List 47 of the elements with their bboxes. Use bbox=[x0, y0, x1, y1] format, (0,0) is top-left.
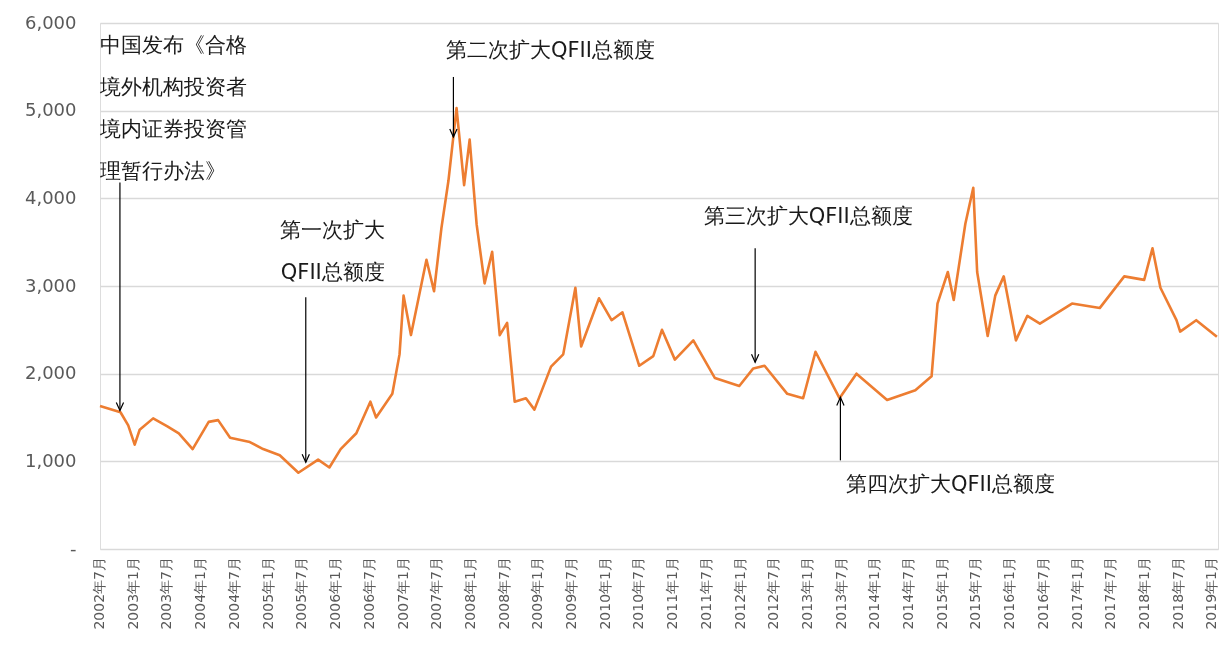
x-tick-label: 2009年7月 bbox=[562, 557, 579, 630]
x-tick-label: 2007年1月 bbox=[394, 557, 411, 630]
x-tick-label: 2015年7月 bbox=[967, 557, 984, 630]
x-tick-label: 2008年1月 bbox=[461, 557, 478, 630]
x-tick-label: 2018年7月 bbox=[1169, 557, 1186, 630]
annotation: 第三次扩大QFII总额度 bbox=[703, 204, 913, 229]
x-tick-label: 2005年7月 bbox=[293, 557, 310, 630]
x-tick-label: 2007年7月 bbox=[427, 557, 444, 630]
y-tick-label: 2,000 bbox=[24, 362, 77, 384]
x-tick-label: 2019年1月 bbox=[1203, 557, 1220, 630]
x-tick-label: 2009年1月 bbox=[529, 557, 546, 630]
x-tick-label: 2014年7月 bbox=[899, 557, 916, 630]
y-tick-label: 3,000 bbox=[24, 274, 77, 296]
y-tick-label: - bbox=[70, 537, 77, 559]
y-tick-label: 6,000 bbox=[24, 11, 77, 33]
x-tick-label: 2010年1月 bbox=[596, 557, 613, 630]
x-tick-label: 2017年7月 bbox=[1102, 557, 1119, 630]
x-tick-label: 2005年1月 bbox=[259, 557, 276, 630]
annotation: 中国发布《合格境外机构投资者境内证券投资管理暂行办法》 bbox=[98, 33, 247, 184]
x-tick-label: 2014年1月 bbox=[866, 557, 883, 630]
x-tick-label: 2013年1月 bbox=[799, 557, 816, 630]
x-tick-label: 2006年1月 bbox=[327, 557, 344, 630]
x-tick-label: 2004年1月 bbox=[192, 557, 209, 630]
y-tick-label: 1,000 bbox=[24, 449, 77, 471]
y-tick-label: 5,000 bbox=[24, 99, 77, 121]
x-tick-label: 2004年7月 bbox=[225, 557, 242, 630]
x-tick-label: 2003年1月 bbox=[124, 557, 141, 630]
x-tick-label: 2008年7月 bbox=[495, 557, 512, 630]
x-tick-label: 2003年7月 bbox=[158, 557, 175, 630]
x-tick-label: 2012年7月 bbox=[765, 557, 782, 630]
x-tick-label: 2012年1月 bbox=[731, 557, 748, 630]
x-tick-label: 2011年1月 bbox=[664, 557, 681, 630]
x-tick-label: 2010年7月 bbox=[630, 557, 647, 630]
x-tick-label: 2002年7月 bbox=[91, 557, 107, 630]
x-tick-label: 2013年7月 bbox=[832, 557, 849, 630]
line-series bbox=[98, 106, 1219, 475]
annotation: 第二次扩大QFII总额度 bbox=[445, 37, 655, 62]
x-tick-label: 2016年7月 bbox=[1034, 557, 1051, 630]
x-tick-label: 2017年1月 bbox=[1068, 557, 1085, 630]
x-tick-label: 2006年7月 bbox=[360, 557, 377, 630]
x-tick-label: 2015年1月 bbox=[933, 557, 950, 630]
annotation: 第一次扩大QFII总额度 bbox=[280, 218, 386, 285]
x-tick-label: 2018年1月 bbox=[1136, 557, 1153, 630]
annotation: 第四次扩大QFII总额度 bbox=[845, 472, 1055, 497]
x-tick-label: 2011年7月 bbox=[697, 557, 714, 630]
x-tick-label: 2016年1月 bbox=[1001, 557, 1018, 630]
y-tick-label: 4,000 bbox=[24, 186, 77, 208]
